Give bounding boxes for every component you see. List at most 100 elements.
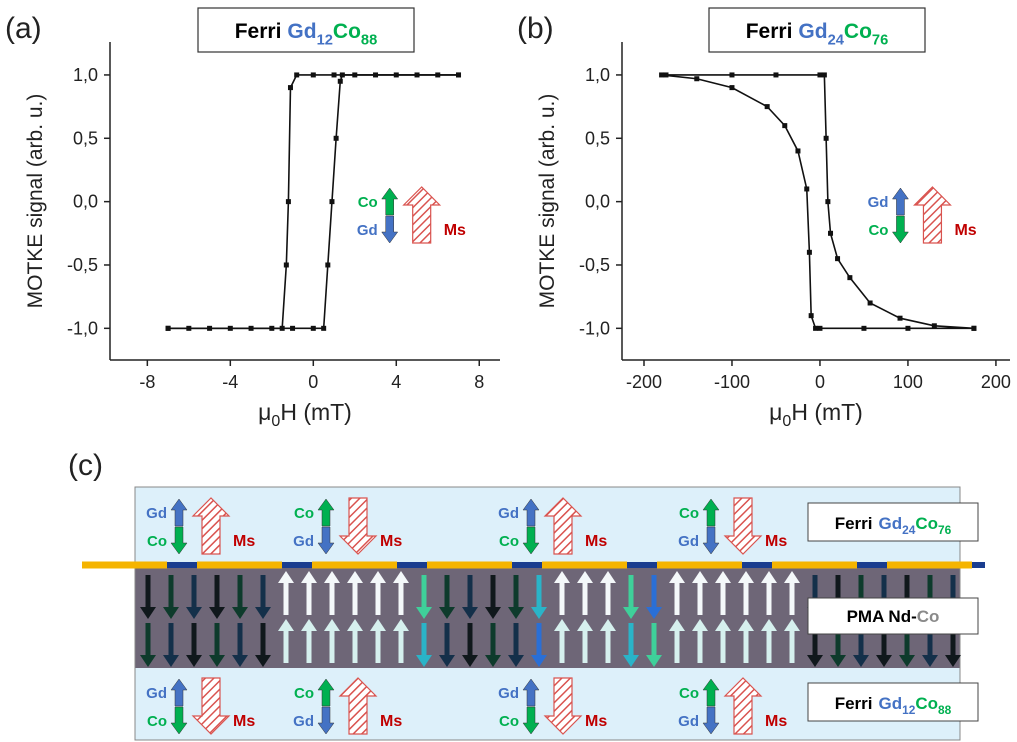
label-part: Co [915, 694, 938, 713]
data-point [310, 325, 316, 331]
panel-label: (a) [5, 12, 42, 45]
spin-arrow-head [347, 571, 363, 583]
spin-arrow-head [784, 571, 800, 583]
spin-arrow-head [646, 607, 662, 619]
ms-arrow [338, 497, 378, 555]
data-point [333, 135, 339, 141]
label-part: 88 [938, 703, 952, 717]
ms-label: Ms [380, 533, 402, 550]
data-point [283, 262, 289, 268]
element-label: Gd [293, 713, 314, 730]
spin-arrow-head [278, 619, 294, 631]
element-label: Co [358, 194, 378, 211]
data-point [329, 199, 335, 205]
data-point [227, 325, 233, 331]
spin-arrow-head [807, 655, 823, 667]
spin-arrow-head [623, 655, 639, 667]
data-point [764, 104, 770, 110]
ms-arrow [912, 186, 952, 244]
data-point [931, 323, 937, 329]
spin-arrow-head [899, 655, 915, 667]
moment-arrow [702, 498, 720, 527]
data-point [795, 148, 801, 154]
label-part: Co [333, 20, 361, 43]
moment-arrow [170, 526, 188, 555]
data-point [897, 315, 903, 321]
element-label: Co [294, 685, 314, 702]
element-label: Gd [293, 533, 314, 550]
data-point [905, 325, 911, 331]
spin-arrow-head [761, 619, 777, 631]
moment-arrow [702, 526, 720, 555]
data-point [290, 325, 296, 331]
data-point [825, 199, 831, 205]
data-point [310, 72, 316, 78]
spin-arrow-head [600, 571, 616, 583]
moment-arrow [317, 526, 335, 555]
element-label: Co [499, 533, 519, 550]
element-label: Gd [146, 685, 167, 702]
moment-arrow [702, 678, 720, 707]
ms-label: Ms [233, 533, 255, 550]
element-label: Co [679, 685, 699, 702]
ms-arrow [543, 497, 583, 555]
label-part: H (mT) [791, 399, 863, 425]
ms-arrow [402, 186, 442, 244]
element-label: Gd [498, 685, 519, 702]
element-label: Gd [678, 713, 699, 730]
data-point [828, 230, 834, 236]
label-part: Gd [798, 20, 827, 43]
data-point [804, 186, 810, 192]
spin-arrow-head [462, 655, 478, 667]
y-axis-label: MOTKE signal (arb. u.) [24, 94, 47, 309]
title-box [197, 7, 415, 53]
spin-arrow-head [669, 619, 685, 631]
data-point [279, 325, 285, 331]
data-point [414, 72, 420, 78]
y-tick-label: 0,0 [73, 192, 98, 212]
spin-arrow-head [738, 571, 754, 583]
ms-label: Ms [585, 713, 607, 730]
spin-arrow-head [508, 607, 524, 619]
spin-arrow-head [209, 607, 225, 619]
rich-label: Ferri Gd12Co88 [235, 20, 378, 48]
moment-arrow [317, 706, 335, 735]
y-tick-label: -0,5 [67, 255, 98, 275]
spin-arrow-head [439, 607, 455, 619]
data-point [729, 72, 735, 78]
y-tick-label: 0,5 [73, 128, 98, 148]
spin-arrow-head [347, 619, 363, 631]
element-label: Co [294, 505, 314, 522]
data-point [321, 325, 327, 331]
panel-label: (c) [68, 449, 103, 482]
moment-arrow [522, 678, 540, 707]
spin-arrow-head [669, 571, 685, 583]
moment-arrow [522, 498, 540, 527]
x-tick-label: 100 [893, 372, 923, 392]
data-point [847, 275, 853, 281]
rich-label: Ferri Gd24Co76 [746, 20, 889, 48]
loop-line [665, 74, 974, 330]
moment-arrow [522, 526, 540, 555]
spin-arrow-head [324, 619, 340, 631]
element-label: Gd [498, 505, 519, 522]
label-part: Gd [879, 694, 903, 713]
element-label: Gd [357, 222, 378, 239]
data-point [186, 325, 192, 331]
rich-label: Ferri Gd12Co88 [835, 694, 952, 717]
spin-arrow-head [186, 655, 202, 667]
moment-arrow [381, 215, 399, 244]
y-tick-label: -1,0 [67, 318, 98, 338]
label-part: Co [917, 607, 940, 626]
spin-arrow-head [600, 619, 616, 631]
x-tick-label: 200 [981, 372, 1011, 392]
data-point [331, 72, 337, 78]
spin-arrow-head [163, 607, 179, 619]
data-point [861, 325, 867, 331]
label-part: μ [769, 399, 782, 425]
spin-arrow-head [853, 655, 869, 667]
y-tick-label: -1,0 [579, 318, 610, 338]
data-point [782, 123, 788, 129]
data-point [971, 325, 977, 331]
moment-arrow [702, 706, 720, 735]
